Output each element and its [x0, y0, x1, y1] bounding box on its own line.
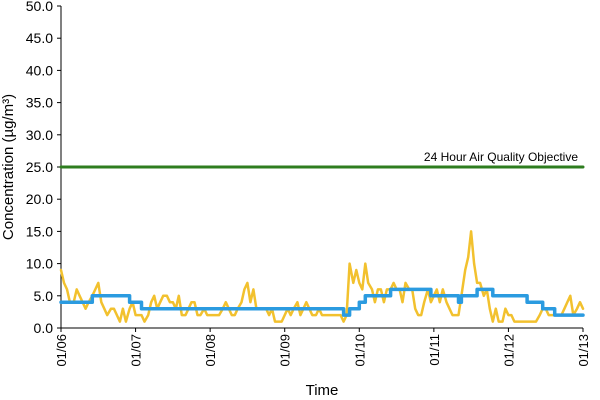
y-tick-label: 5.0: [34, 288, 54, 304]
y-tick-label: 40.0: [26, 62, 53, 78]
x-tick-label: 01/09: [278, 334, 293, 367]
objective-annotation: 24 Hour Air Quality Objective: [424, 150, 578, 164]
y-axis-ticks: 0.0 5.0 10.0 15.0 20.0 25.0 30.0 35.0 40.0 45.0 50…: [26, 0, 61, 336]
series-layer: [59, 165, 585, 323]
y-tick-label: 10.0: [26, 256, 53, 272]
daily-average-series-line: [59, 287, 585, 317]
y-tick-label: 45.0: [26, 30, 53, 46]
hourly-series-line: [59, 230, 585, 323]
y-tick-label: 0.0: [34, 320, 54, 336]
x-tick-label: 01/12: [501, 334, 516, 367]
x-axis-title: Time: [306, 382, 339, 399]
y-tick-label: 50.0: [26, 0, 53, 14]
x-tick-label: 01/07: [129, 334, 144, 367]
y-tick-label: 30.0: [26, 127, 53, 143]
x-axis-ticks: 01/06 01/07 01/08 01/09 01/10 01/11 01/12 01/13: [54, 328, 591, 367]
annotation-layer: 24 Hour Air Quality Objective: [424, 150, 578, 164]
y-tick-label: 15.0: [26, 223, 53, 239]
x-tick-label: 01/13: [576, 334, 591, 367]
y-tick-label: 35.0: [26, 95, 53, 111]
x-tick-label: 01/11: [427, 334, 442, 366]
y-tick-label: 25.0: [26, 159, 53, 175]
y-tick-label: 20.0: [26, 191, 53, 207]
x-tick-label: 01/08: [203, 334, 218, 367]
x-tick-label: 01/10: [352, 334, 367, 367]
x-tick-label: 01/06: [54, 334, 69, 367]
y-axis-title: Concentration (µg/m³): [0, 94, 17, 240]
